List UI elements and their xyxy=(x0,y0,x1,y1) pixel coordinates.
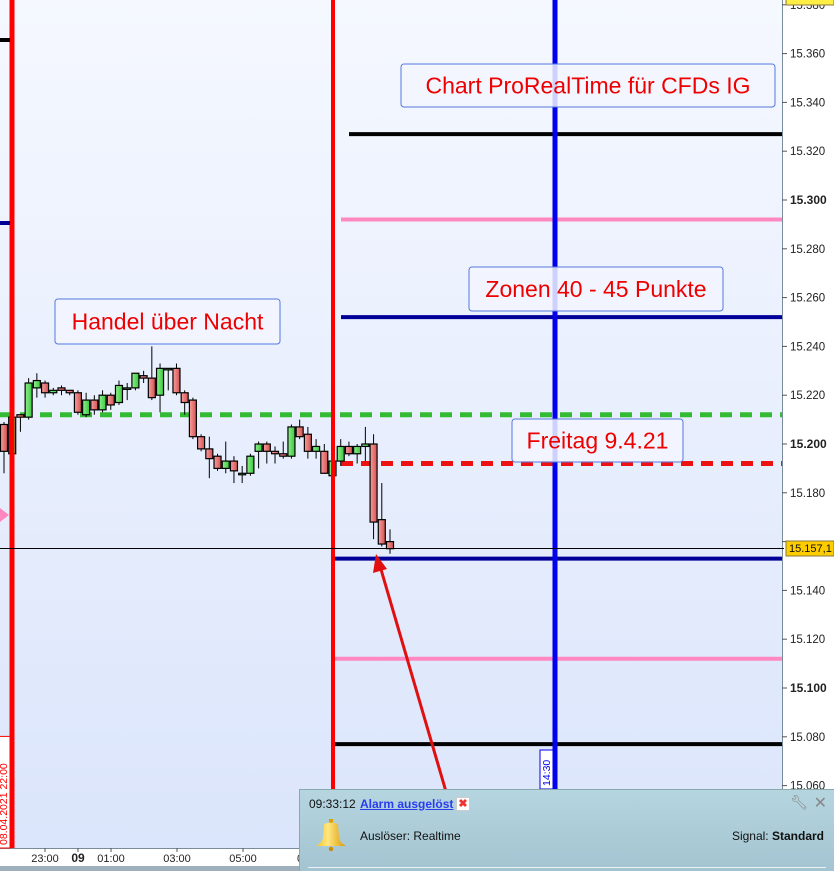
candle-down[interactable] xyxy=(262,443,271,452)
candle-up[interactable] xyxy=(155,367,165,396)
candle-down[interactable] xyxy=(369,443,378,523)
bell-icon xyxy=(316,819,346,852)
annotation-box[interactable] xyxy=(511,418,684,463)
candle-down[interactable] xyxy=(180,392,189,404)
y-tick-label: 15.260 xyxy=(790,293,825,305)
candle-down[interactable] xyxy=(16,414,25,418)
candle-down[interactable] xyxy=(295,426,304,438)
y-tick-label: 15.100 xyxy=(790,681,827,695)
wrench-icon[interactable]: 🔧︎ xyxy=(790,794,808,810)
candle-up[interactable] xyxy=(336,445,345,462)
y-tick-label: 15.240 xyxy=(790,341,825,353)
pink-triangle-marker xyxy=(0,508,9,522)
annotation-box[interactable] xyxy=(468,266,724,312)
y-tick-label: 15.180 xyxy=(790,488,825,500)
candle-down[interactable] xyxy=(90,399,99,411)
candle-up[interactable] xyxy=(114,384,124,404)
candle-down[interactable] xyxy=(385,540,395,550)
y-tick-label: 15.360 xyxy=(790,49,825,61)
y-tick-label: 15.120 xyxy=(790,634,825,646)
y-tick-label: 15.080 xyxy=(790,732,825,744)
price-axis[interactable] xyxy=(782,0,834,871)
annotation-text: Chart ProRealTime für CFDs IG xyxy=(425,73,750,99)
y-tick-label: 15.300 xyxy=(790,193,827,207)
x-tick-label: 23:00 xyxy=(31,853,59,865)
signal-value: Standard xyxy=(771,829,824,843)
close-icon[interactable]: ✕ xyxy=(813,795,827,812)
candle-down[interactable] xyxy=(139,375,148,379)
level-marker-left xyxy=(0,221,10,225)
candle-down[interactable] xyxy=(65,389,74,394)
candle-up[interactable] xyxy=(82,399,91,416)
y-tick-label: 15.280 xyxy=(790,244,825,256)
candle-down[interactable] xyxy=(0,423,9,452)
y-tick-label: 15.340 xyxy=(790,97,825,109)
annotation-text: Freitag 9.4.21 xyxy=(527,428,669,454)
last-price-badge xyxy=(785,540,834,557)
time-marker-label: 14:30 xyxy=(541,760,553,786)
candle-up[interactable] xyxy=(32,379,41,389)
candle-up[interactable] xyxy=(24,382,33,418)
annotation-box[interactable] xyxy=(400,63,776,108)
candle-up[interactable] xyxy=(123,387,132,390)
candle-down[interactable] xyxy=(213,455,222,470)
candle-up[interactable] xyxy=(238,472,247,476)
candle-down[interactable] xyxy=(303,433,312,452)
candle-down[interactable] xyxy=(279,453,288,457)
candle-up[interactable] xyxy=(361,443,370,448)
candle-down[interactable] xyxy=(229,460,239,472)
candle-down[interactable] xyxy=(344,445,354,455)
candle-down[interactable] xyxy=(320,450,329,474)
annotation-text: Handel über Nacht xyxy=(72,309,264,335)
candle-down[interactable] xyxy=(147,377,156,399)
candle-down[interactable] xyxy=(270,450,280,455)
candle-up[interactable] xyxy=(221,460,230,469)
annotation-text: Zonen 40 - 45 Punkte xyxy=(485,276,706,302)
y-tick-label: 15.380 xyxy=(790,0,825,12)
x-tick-label: 05:00 xyxy=(229,853,257,865)
signal-label: Signal: xyxy=(731,829,769,843)
y-tick-label: 15.140 xyxy=(790,585,825,597)
candle-down[interactable] xyxy=(205,448,214,460)
candle-up[interactable] xyxy=(98,394,107,411)
divider xyxy=(308,867,826,868)
candle-down[interactable] xyxy=(377,519,386,545)
candle-down[interactable] xyxy=(40,382,50,394)
red-x-icon[interactable]: ✖ xyxy=(456,797,470,811)
y-tick-label: 15.320 xyxy=(790,146,825,158)
candle-up[interactable] xyxy=(49,389,58,394)
candle-up[interactable] xyxy=(287,426,296,457)
alert-popup: 09:33:12 Alarm ausgelöst ✖ 🔧︎ ✕ Auslöser… xyxy=(299,789,834,871)
candle-up[interactable] xyxy=(164,367,173,371)
candle-down[interactable] xyxy=(106,394,115,406)
candle-down[interactable] xyxy=(188,399,197,438)
alert-time: 09:33:12 xyxy=(309,797,356,811)
candle-up[interactable] xyxy=(246,455,255,474)
level-marker-left xyxy=(0,38,10,42)
alert-trigger: Auslöser: Realtime xyxy=(360,829,461,843)
candle-down[interactable] xyxy=(172,367,181,394)
candle-down[interactable] xyxy=(73,392,83,413)
candle-up[interactable] xyxy=(131,372,140,389)
last-price-value: 15.157,1 xyxy=(789,543,832,555)
annotation-box[interactable] xyxy=(54,298,281,345)
x-tick-label: 01:00 xyxy=(97,853,125,865)
y-tick-label: 15.220 xyxy=(790,390,825,402)
candle-down[interactable] xyxy=(57,387,66,391)
candle-up[interactable] xyxy=(254,443,263,452)
x-tick-label: 03:00 xyxy=(163,853,191,865)
candle-down[interactable] xyxy=(197,436,206,450)
candle-up[interactable] xyxy=(311,445,321,452)
alert-signal: Signal: Standard xyxy=(732,829,824,843)
alert-title-link[interactable]: Alarm ausgelöst xyxy=(360,797,454,811)
time-marker-label-box xyxy=(0,735,11,849)
candle-up[interactable] xyxy=(353,445,362,455)
x-tick-label: 09 xyxy=(71,851,85,865)
top-price-badge xyxy=(785,0,834,6)
red-arrow-annotation[interactable] xyxy=(373,554,449,796)
y-tick-label: 15.200 xyxy=(790,437,827,451)
time-marker-label: 08.04.2021 22:00 xyxy=(0,763,10,845)
